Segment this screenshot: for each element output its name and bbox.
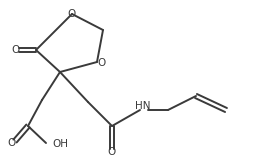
Text: O: O bbox=[11, 45, 19, 55]
Text: O: O bbox=[108, 147, 116, 157]
Text: O: O bbox=[68, 9, 76, 19]
Text: HN: HN bbox=[135, 101, 151, 111]
Text: O: O bbox=[97, 58, 105, 68]
Text: OH: OH bbox=[52, 139, 68, 149]
Text: O: O bbox=[7, 138, 15, 148]
